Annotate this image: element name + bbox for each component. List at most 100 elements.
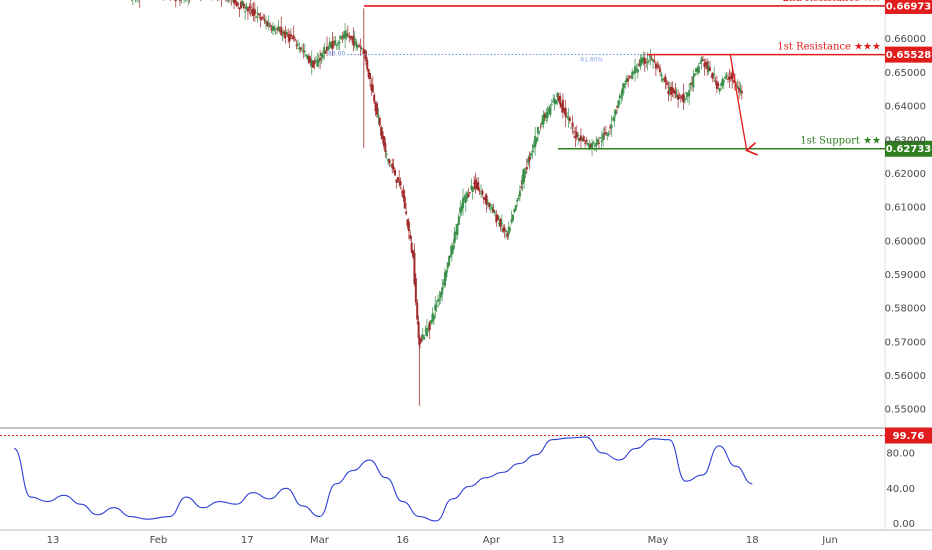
candle-body	[517, 198, 520, 200]
candle-body	[242, 3, 245, 9]
candle-body	[488, 203, 491, 207]
candle-body	[259, 17, 262, 20]
candle-body	[377, 114, 380, 118]
candle-body	[624, 80, 627, 82]
candle-body	[431, 313, 434, 322]
time-tick-label: 16	[396, 535, 409, 546]
candle-body	[695, 68, 698, 72]
candle-body	[381, 131, 384, 139]
candle-body	[531, 150, 534, 153]
candle-body	[274, 32, 277, 34]
candle-body	[425, 327, 428, 337]
candle-body	[643, 58, 646, 64]
candle-body	[226, 0, 229, 1]
candle-body	[654, 63, 657, 69]
candle-body	[303, 51, 306, 53]
candle-body	[635, 69, 638, 71]
candle-body	[280, 26, 283, 36]
candle-body	[532, 145, 535, 148]
candle-body	[356, 45, 359, 48]
candle-body	[570, 127, 573, 129]
candle-body	[514, 204, 517, 211]
candle-body	[704, 61, 707, 64]
candle-body	[510, 219, 513, 223]
level-price-tag-text: 0.66973	[886, 1, 932, 12]
candle-body	[437, 299, 440, 302]
candle-body	[378, 117, 381, 126]
candle-body	[703, 63, 706, 67]
candle-body	[505, 230, 508, 232]
candle-body	[439, 292, 442, 298]
candle-body	[385, 153, 388, 155]
candle-body	[564, 108, 567, 118]
candle-body	[645, 61, 648, 63]
candle-body	[389, 165, 392, 167]
candle-body	[256, 12, 259, 15]
candle-body	[688, 90, 691, 97]
candle-body	[281, 35, 284, 37]
candle-body	[351, 36, 354, 40]
candle-body	[717, 83, 720, 86]
candle-body	[284, 32, 287, 39]
candle-body	[398, 178, 401, 180]
candle-body	[235, 1, 238, 7]
candle-body	[493, 212, 496, 214]
candle-body	[568, 117, 571, 121]
candle-body	[452, 246, 455, 250]
candle-body	[567, 117, 570, 120]
candle-body	[416, 302, 419, 320]
price-tick-label: 0.63000	[885, 135, 926, 146]
time-tick-label: 18	[746, 535, 759, 546]
time-tick-label: May	[648, 535, 669, 546]
candle-body	[424, 329, 427, 331]
candle-body	[246, 8, 249, 12]
candle-body	[449, 255, 452, 257]
price-tick-label: 0.64000	[885, 102, 926, 113]
candle-body	[631, 71, 634, 79]
candle-body	[269, 25, 272, 27]
candle-body	[689, 83, 692, 85]
candle-body	[507, 226, 510, 235]
candle-body	[548, 108, 551, 114]
candle-body	[553, 98, 556, 105]
candle-body	[473, 182, 476, 184]
candle-body	[464, 195, 467, 203]
candle-body	[486, 202, 489, 204]
candle-body	[618, 95, 621, 99]
candle-body	[289, 34, 292, 37]
candle-body	[352, 35, 355, 46]
candle-body	[240, 1, 243, 8]
candle-body	[667, 90, 670, 95]
candle-body	[400, 191, 403, 193]
candle-body	[316, 59, 319, 67]
candle-body	[738, 87, 741, 93]
candle-body	[320, 53, 323, 57]
candle-body	[589, 144, 592, 148]
candle-body	[357, 45, 360, 47]
candle-body	[373, 94, 376, 102]
candle-body	[427, 327, 430, 330]
candle-body	[592, 141, 595, 143]
candle-body	[646, 61, 649, 63]
fib-layer: 88.60 61.80%	[328, 51, 753, 64]
candle-body	[604, 132, 607, 135]
candle-body	[367, 68, 370, 78]
candle-body	[410, 242, 413, 253]
candle-body	[338, 42, 341, 44]
candle-body	[241, 1, 244, 7]
candle-body	[566, 116, 569, 118]
candle-body	[523, 168, 526, 183]
candle-body	[459, 207, 462, 213]
candle-body	[477, 182, 480, 191]
price-tick-label: 0.55000	[885, 405, 926, 416]
candle-body	[283, 31, 286, 35]
candle-body	[267, 23, 270, 25]
time-tick-label: Apr	[483, 535, 501, 546]
candle-body	[563, 107, 566, 111]
candle-body	[355, 41, 358, 46]
candle-body	[502, 227, 505, 232]
candle-body	[556, 92, 559, 97]
candle-body	[586, 142, 589, 146]
candle-body	[650, 58, 653, 60]
candle-body	[421, 334, 424, 339]
